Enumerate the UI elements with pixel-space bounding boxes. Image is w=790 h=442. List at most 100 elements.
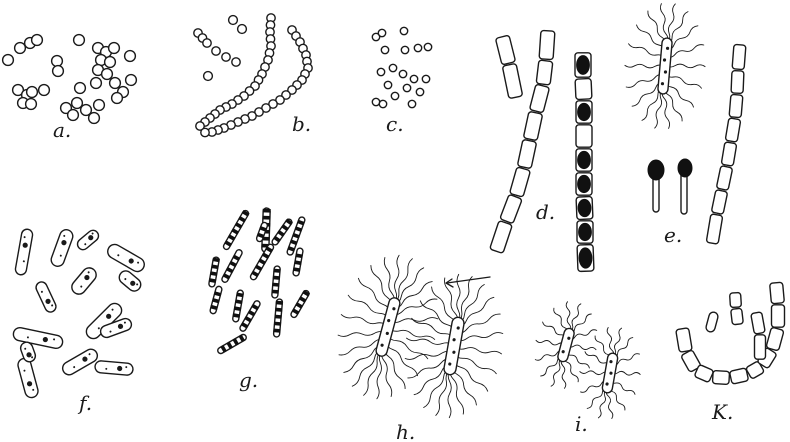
filament-segment: [517, 139, 537, 169]
nucleus: [26, 381, 33, 387]
coccus-cell: [399, 26, 409, 36]
filament-segment: [711, 370, 731, 385]
filament-segment: [705, 213, 724, 245]
granule: [111, 308, 114, 311]
filament-segment: [750, 311, 766, 335]
panel-e-flagellated-and-spores: e.: [624, 3, 747, 247]
spore: [578, 222, 592, 242]
segment-outline: [675, 327, 693, 353]
banded-rod: [208, 256, 220, 288]
coccus-cell: [70, 96, 84, 110]
granule: [87, 271, 90, 274]
banded-rod: [290, 289, 311, 319]
nucleus: [106, 313, 112, 319]
band: [261, 252, 270, 259]
segment-outline: [538, 29, 556, 61]
granule: [84, 243, 87, 246]
banded-rod: [255, 221, 269, 243]
flagellum: [606, 327, 615, 358]
curved-rod: [99, 317, 133, 339]
segment-outline: [769, 281, 785, 305]
band: [247, 309, 256, 317]
band: [259, 226, 268, 232]
band: [211, 298, 220, 304]
filament-segment: [523, 111, 543, 141]
band: [262, 215, 271, 220]
rod-outline: [61, 348, 99, 376]
nucleus: [61, 240, 67, 246]
flagellum: [550, 357, 563, 387]
granule: [109, 330, 112, 333]
rod-outline: [375, 297, 401, 357]
granule: [26, 336, 29, 339]
curved-rod: [12, 326, 64, 350]
spore: [577, 102, 591, 122]
rod-outline: [35, 281, 57, 313]
band: [234, 299, 243, 305]
granule: [456, 326, 460, 330]
band: [277, 229, 285, 237]
granule: [63, 234, 66, 237]
flagellum: [597, 388, 608, 419]
coccus-cell: [380, 45, 390, 55]
segment-outline: [770, 304, 786, 328]
flagellum: [384, 340, 419, 377]
granule: [124, 278, 127, 281]
rod-outline: [239, 300, 261, 332]
segment-outline: [575, 124, 593, 148]
granule: [88, 353, 91, 356]
rod-outline: [17, 357, 39, 399]
coccus-cell: [79, 103, 93, 117]
band: [241, 209, 250, 217]
segment-outline: [529, 83, 550, 114]
banded-rod: [286, 216, 306, 256]
granule: [605, 382, 609, 386]
band: [224, 240, 233, 247]
band: [211, 264, 219, 270]
panel-f-curved-rods: f.: [12, 228, 145, 415]
filament-segment: [730, 69, 745, 95]
band: [273, 268, 281, 273]
panel-i-label: i.: [575, 412, 588, 436]
filament-segment: [535, 59, 554, 86]
segment-outline: [750, 311, 766, 335]
flagellum: [454, 332, 504, 342]
flagellum: [338, 338, 385, 356]
band: [265, 246, 274, 253]
curved-rod: [71, 267, 97, 295]
flagellum: [625, 73, 665, 88]
band: [275, 307, 283, 312]
branch-filament: [750, 311, 767, 360]
band: [225, 266, 234, 274]
rod-outline: [76, 229, 100, 251]
flagellum: [357, 277, 392, 314]
panel-h-label: h.: [396, 420, 415, 442]
segment-outline: [731, 43, 747, 71]
granule: [567, 336, 571, 340]
flagellum: [631, 81, 665, 107]
panel-d-label: d.: [536, 200, 555, 224]
spore: [578, 247, 593, 269]
segment-outline: [502, 63, 523, 99]
flagellum: [565, 301, 572, 333]
nucleus: [26, 352, 32, 358]
filament-segment: [575, 172, 593, 196]
segment-outline: [724, 117, 742, 143]
panel-b-label: b.: [292, 112, 311, 136]
flagellum: [389, 317, 439, 323]
band: [256, 232, 265, 239]
flagellum: [665, 44, 705, 59]
coccus-cell: [37, 83, 51, 97]
band: [274, 314, 282, 319]
flagellated-rod-body: [443, 316, 465, 376]
band: [232, 254, 241, 262]
coccus-cell: [30, 33, 44, 47]
band: [291, 308, 300, 315]
filament-segment: [574, 77, 593, 101]
banded-rod: [292, 247, 304, 277]
segment-outline: [574, 77, 593, 101]
granule: [609, 360, 613, 364]
panel-b-streptococci: b.: [193, 13, 313, 138]
band: [210, 304, 218, 311]
